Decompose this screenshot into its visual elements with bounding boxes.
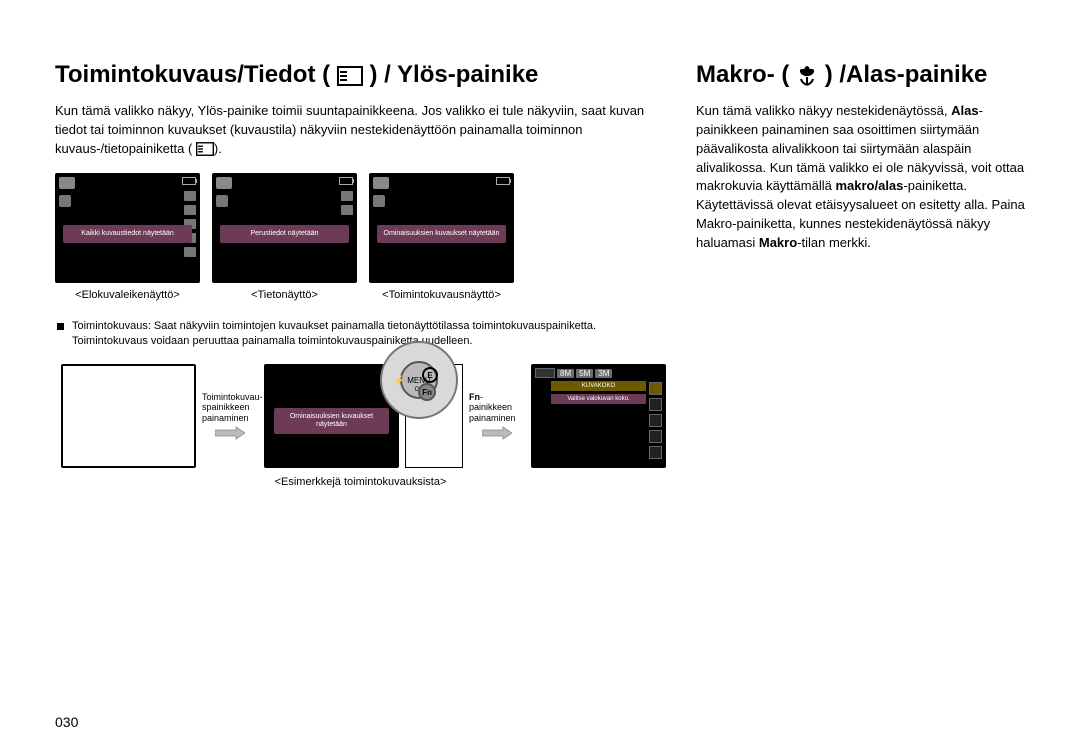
topbar-3: 3M bbox=[595, 369, 612, 378]
rb5: Makro bbox=[759, 235, 797, 250]
feature-banner: Ominaisuuksien kuvaukset näytetään bbox=[274, 408, 389, 434]
right-heading: Makro- ( ) /Alas-painike bbox=[696, 60, 1040, 90]
bullet-text: Toimintokuvaus: Saat näkyviin toimintoje… bbox=[72, 319, 666, 351]
screen-1-banner: Kaikki kuvaustiedot näytetään bbox=[63, 225, 192, 243]
menu-dial-icon: MENU OK ⚡ bbox=[374, 335, 464, 425]
screen-preview-2: Perustiedot näytetään bbox=[212, 173, 357, 283]
screens-row: Kaikki kuvaustiedot näytetään Perustiedo… bbox=[55, 173, 666, 283]
topbar-2: 5M bbox=[576, 369, 593, 378]
svg-text:⚡: ⚡ bbox=[394, 374, 405, 386]
bullet-rest: Saat näkyviin toimintojen kuvaukset pain… bbox=[72, 320, 596, 348]
rb3: makro/alas bbox=[835, 178, 903, 193]
macro-flower-icon bbox=[796, 67, 818, 85]
screen-preview-1: Kaikki kuvaustiedot näytetään bbox=[55, 173, 200, 283]
rb6: -tilan merkki. bbox=[797, 235, 871, 250]
captions-row: <Elokuvaleikenäyttö> <Tietonäyttö> <Toim… bbox=[55, 289, 666, 301]
bullet-label: Toimintokuvaus: bbox=[72, 320, 151, 332]
caption-2: <Tietonäyttö> bbox=[212, 289, 357, 301]
right-column: Makro- ( ) /Alas-painike Kun tämä valikk… bbox=[696, 60, 1040, 488]
info-lines-icon-small bbox=[196, 140, 214, 158]
rb1: Alas bbox=[951, 103, 978, 118]
heading-text-2: ) / Ylös-painike bbox=[369, 61, 538, 88]
body-end: ). bbox=[214, 141, 222, 156]
screen-3-banner: Ominaisuuksien kuvaukset näytetään bbox=[377, 225, 506, 243]
left-column: Toimintokuvaus/Tiedot ( ) / Ylös-painike… bbox=[55, 60, 666, 488]
menu-label: KUVAKOKO bbox=[551, 381, 646, 391]
step-1-label: Toimintokuvau-spainikkeen painaminen bbox=[202, 392, 258, 423]
dial-box: MENU OK ⚡ E Fn bbox=[405, 364, 463, 468]
topbar-1: 8M bbox=[557, 369, 574, 378]
bullet-block: Toimintokuvaus: Saat näkyviin toimintoje… bbox=[55, 319, 666, 351]
arrow-right-icon bbox=[215, 425, 245, 441]
blank-screen bbox=[61, 364, 196, 468]
rb0: Kun tämä valikko näkyy nestekidenäytössä… bbox=[696, 103, 951, 118]
menu-topbar: 8M 5M 3M bbox=[535, 367, 662, 379]
body-span: Kun tämä valikko näkyy, Ylös-painike toi… bbox=[55, 103, 644, 156]
info-lines-icon bbox=[337, 67, 363, 85]
screen-preview-3: Ominaisuuksien kuvaukset näytetään bbox=[369, 173, 514, 283]
menu-preview-screen: 8M 5M 3M KUVAKOKO Valitse valokuvan koko… bbox=[531, 364, 666, 468]
caption-1: <Elokuvaleikenäyttö> bbox=[55, 289, 200, 301]
example-row: Toimintokuvau-spainikkeen painaminen Omi… bbox=[61, 364, 666, 468]
example-caption: <Esimerkkejä toimintokuvauksista> bbox=[55, 476, 666, 488]
page-number: 030 bbox=[55, 714, 78, 730]
square-bullet-icon bbox=[57, 323, 64, 330]
right-body-text: Kun tämä valikko näkyy nestekidenäytössä… bbox=[696, 102, 1040, 253]
screen-2-banner: Perustiedot näytetään bbox=[220, 225, 349, 243]
left-heading: Toimintokuvaus/Tiedot ( ) / Ylös-painike bbox=[55, 60, 666, 90]
caption-3: <Toimintokuvausnäyttö> bbox=[369, 289, 514, 301]
heading-text-1: Toimintokuvaus/Tiedot ( bbox=[55, 61, 330, 88]
right-heading-1: Makro- ( bbox=[696, 61, 789, 88]
left-body-text: Kun tämä valikko näkyy, Ylös-painike toi… bbox=[55, 102, 666, 159]
menu-side-icons bbox=[649, 382, 662, 459]
menu-row: Valitse valokuvan koko. bbox=[551, 394, 646, 404]
arrow-right-icon-2 bbox=[482, 425, 512, 441]
fn-bold: Fn bbox=[469, 392, 480, 402]
right-heading-2: ) /Alas-painike bbox=[825, 61, 988, 88]
step-2-label: Fn-painikkeen painaminen bbox=[469, 392, 525, 423]
